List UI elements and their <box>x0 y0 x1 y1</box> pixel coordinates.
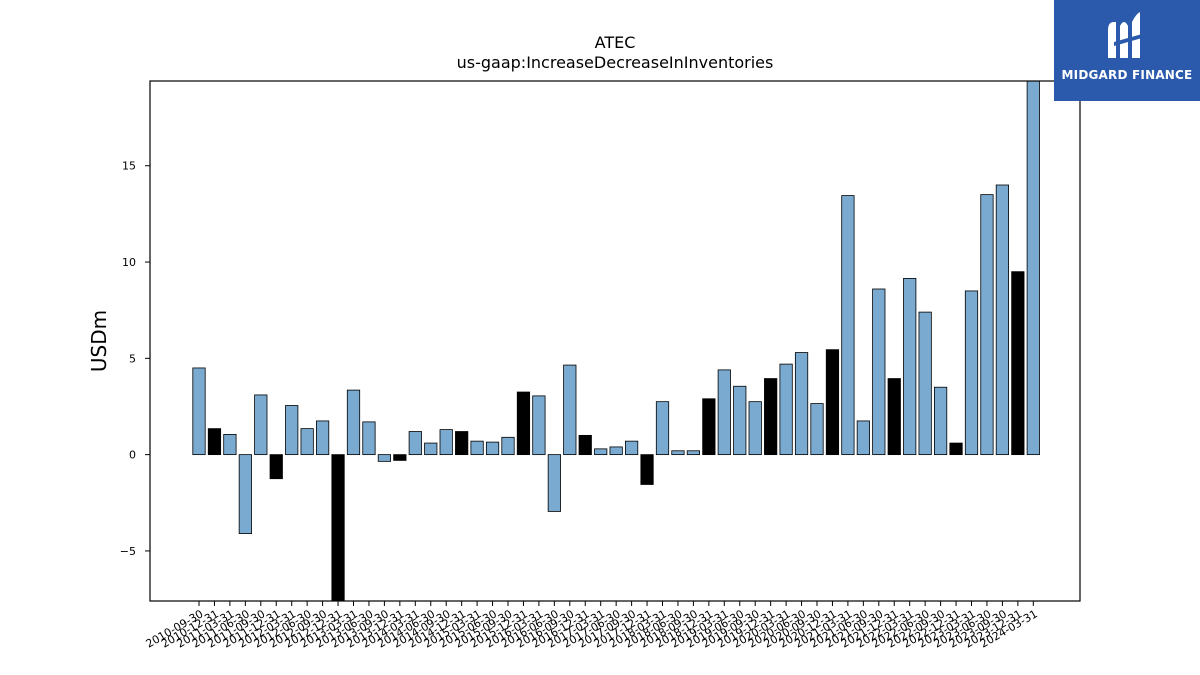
y-tick-label: 5 <box>129 352 136 365</box>
bar-2018-06-30 <box>671 450 685 456</box>
bar-2023-06-30 <box>980 194 994 456</box>
bar-2022-12-31 <box>949 442 963 456</box>
bar-2023-03-31 <box>964 290 979 456</box>
bar-2010-09-30 <box>192 367 206 456</box>
bar-2012-09-30 <box>315 420 330 456</box>
bar-2021-12-31 <box>887 378 901 456</box>
bar-2013-09-30 <box>377 454 392 462</box>
bar-2014-06-30 <box>424 442 438 456</box>
bar-2020-06-30 <box>794 352 809 456</box>
bar-2018-12-31 <box>702 398 716 456</box>
bar-2012-06-30 <box>300 428 314 456</box>
bar-2015-09-30 <box>501 436 515 456</box>
bar-2018-09-30 <box>686 450 701 456</box>
y-axis-label: USDm <box>87 310 111 372</box>
logo-text: MIDGARD FINANCE <box>1061 68 1193 82</box>
bar-2022-09-30 <box>934 386 948 456</box>
bar-2015-03-31 <box>470 440 484 456</box>
y-axis-ticks: −5 0 5 10 15 <box>120 160 150 558</box>
bar-2019-06-30 <box>733 385 747 456</box>
bar-2012-12-31 <box>331 454 345 602</box>
bar-2013-03-31 <box>346 389 361 456</box>
bar-2017-03-31 <box>594 448 608 456</box>
bar-2012-03-31 <box>285 405 299 456</box>
y-tick-label: 15 <box>122 160 136 173</box>
bar-2023-09-30 <box>995 184 1010 456</box>
bar-2023-12-31 <box>1011 271 1025 456</box>
bar-2011-09-30 <box>254 394 268 456</box>
x-axis-ticks: 2010-09-302010-12-312011-03-312011-06-30… <box>144 601 1040 651</box>
bar-2011-06-30 <box>238 454 252 534</box>
bar-2020-09-30 <box>810 403 824 456</box>
bar-2014-03-31 <box>408 431 422 456</box>
bar-2017-06-30 <box>609 446 623 456</box>
bar-2022-03-31 <box>903 278 917 456</box>
bar-2017-12-31 <box>640 454 654 485</box>
bar-2022-06-30 <box>918 311 932 456</box>
bar-2016-06-30 <box>547 454 561 512</box>
bar-2021-03-31 <box>841 195 855 456</box>
bar-2015-06-30 <box>485 441 500 456</box>
bar-2016-03-31 <box>532 395 546 456</box>
bars <box>192 80 1040 602</box>
bar-2017-09-30 <box>625 440 639 456</box>
bar-2019-09-30 <box>748 401 762 456</box>
bar-2015-12-31 <box>516 391 531 456</box>
y-tick-label: 0 <box>129 449 136 462</box>
bar-2024-03-31 <box>1026 80 1040 456</box>
bar-2021-09-30 <box>872 288 886 456</box>
bar-2011-12-31 <box>269 454 283 480</box>
bar-2014-09-30 <box>439 429 453 456</box>
plot-area-frame <box>149 80 1081 602</box>
chart-subtitle: us-gaap:IncreaseDecreaseInInventories <box>457 53 774 72</box>
bar-2020-12-31 <box>825 349 840 456</box>
y-tick-label: −5 <box>120 545 136 558</box>
bar-2011-03-31 <box>223 434 237 456</box>
bar-2018-03-31 <box>655 401 670 456</box>
y-tick-label: 10 <box>122 256 136 269</box>
bar-2014-12-31 <box>455 431 469 456</box>
midgard-logo-icon <box>1108 12 1142 58</box>
bar-2020-03-31 <box>779 363 793 456</box>
brand-logo: MIDGARD FINANCE <box>1054 0 1200 101</box>
bar-2016-12-31 <box>578 434 592 456</box>
bar-2013-06-30 <box>362 421 376 456</box>
bar-2021-06-30 <box>856 420 870 456</box>
bar-2013-12-31 <box>393 454 407 461</box>
bar-2019-03-31 <box>717 369 731 456</box>
bar-2010-12-31 <box>207 428 222 456</box>
bar-2019-12-31 <box>764 378 778 456</box>
chart-title: ATEC <box>595 33 636 52</box>
bar-2016-09-30 <box>563 364 577 456</box>
